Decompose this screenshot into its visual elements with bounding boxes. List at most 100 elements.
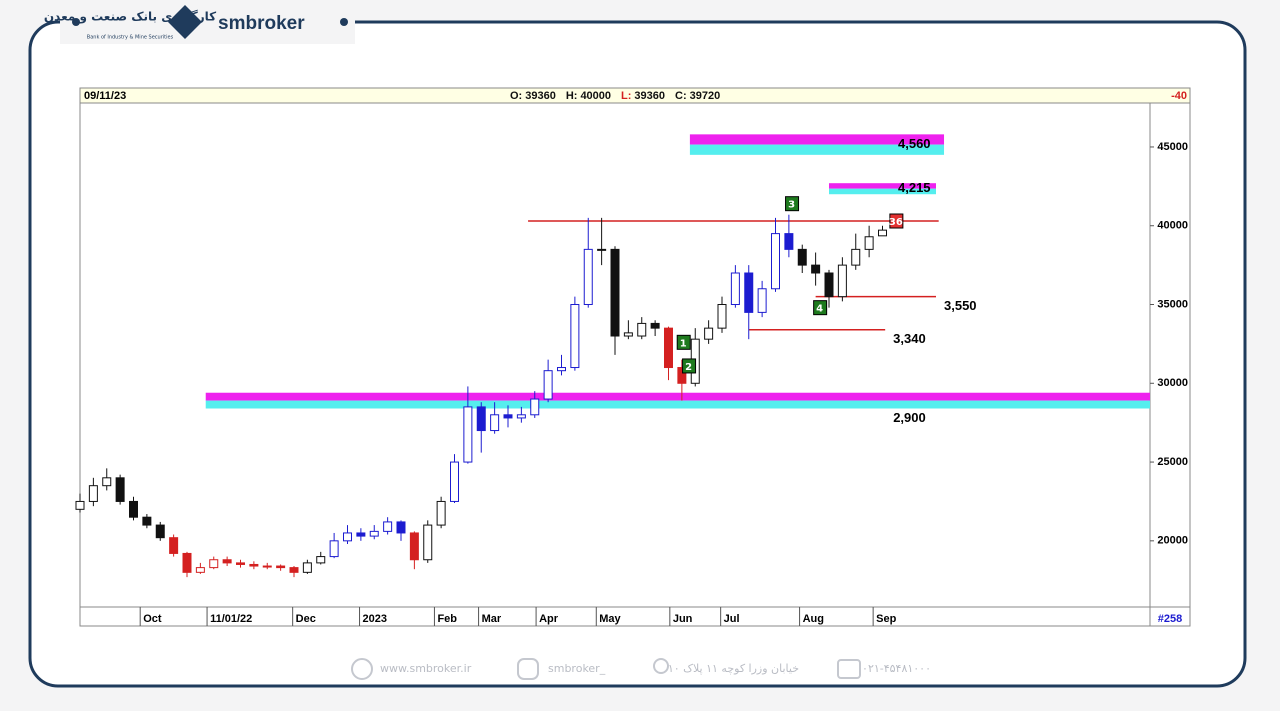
ohlc-value: 39720 — [690, 90, 721, 102]
candle-body — [864, 236, 874, 250]
y-tick-label: 35000 — [1157, 298, 1188, 310]
candle-body — [129, 500, 138, 518]
level-label: 3,550 — [944, 298, 977, 313]
candle-body — [436, 500, 446, 526]
candle-body — [744, 272, 754, 313]
candle-body — [543, 370, 553, 400]
candle-body — [824, 272, 834, 298]
marker-box — [676, 334, 691, 350]
candle-body — [369, 530, 379, 537]
candle-body — [236, 562, 245, 565]
candle-body — [102, 477, 112, 487]
marker-label: 4 — [816, 304, 823, 315]
candle-body — [302, 562, 312, 573]
level-label: 3,340 — [893, 331, 926, 346]
candle-body — [262, 565, 272, 568]
zone-lower — [829, 188, 936, 195]
logo-icon — [168, 5, 202, 39]
candle-body — [182, 552, 192, 573]
zone-upper — [829, 183, 936, 189]
candle-body — [343, 532, 352, 542]
candle-body — [396, 521, 406, 534]
candle-body — [383, 521, 393, 532]
marker-box — [785, 196, 800, 212]
candle-body — [771, 233, 780, 290]
marker-box — [682, 358, 697, 374]
bar-count: #258 — [1158, 613, 1182, 625]
x-tick-label: 11/01/22 — [210, 613, 252, 625]
candle-body — [583, 248, 593, 306]
candle-body — [115, 477, 125, 502]
candle-body — [316, 556, 326, 564]
candle-body — [557, 367, 566, 372]
candle-body — [463, 406, 473, 463]
x-tick-label: Dec — [296, 613, 316, 625]
candle-body — [757, 288, 767, 313]
zone-upper — [205, 392, 1151, 401]
x-tick-label: Jun — [673, 613, 693, 625]
candle-body — [610, 248, 620, 337]
candle-body — [797, 248, 807, 266]
dot — [340, 18, 348, 26]
candle-body — [169, 537, 179, 554]
zone-label: 4,560 — [898, 136, 931, 151]
candle-body — [195, 567, 205, 573]
candle-body — [209, 559, 219, 569]
y-tick-label: 40000 — [1157, 220, 1188, 232]
marker-label: 2 — [685, 362, 692, 373]
candle-body — [249, 563, 259, 567]
ohlc-label: C: — [675, 90, 687, 102]
candle-body — [851, 248, 861, 266]
candle-body — [490, 414, 500, 432]
marker-label: 3 — [788, 200, 795, 211]
candle-body — [811, 264, 821, 274]
zone-lower — [689, 144, 945, 155]
footer-website: www.smbroker.ir — [380, 662, 472, 675]
candle-body — [650, 322, 660, 329]
x-tick-label: Apr — [539, 613, 559, 625]
footer-address: خیابان وزرا کوچه ۱۱ پلاک ۱۰ — [668, 662, 799, 675]
candle-body — [222, 559, 232, 564]
x-tick-label: Feb — [437, 613, 457, 625]
location-icon — [653, 658, 669, 674]
x-tick-label: Mar — [482, 613, 502, 625]
ohlc-label: L: — [621, 90, 631, 102]
ohlc-label: O: — [510, 90, 522, 102]
ohlc-label: H: — [566, 90, 578, 102]
candle-body — [597, 248, 607, 251]
candle-body — [516, 414, 526, 419]
candle-body — [88, 485, 98, 502]
zone-label: 2,900 — [893, 410, 926, 425]
candle-body — [329, 540, 339, 558]
candle-body — [155, 524, 165, 539]
web-icon — [351, 658, 373, 680]
y-tick-label: 20000 — [1157, 535, 1188, 547]
candle-body — [704, 327, 714, 340]
y-tick-label: 30000 — [1157, 377, 1188, 389]
candle-body — [837, 264, 847, 298]
candle-body — [142, 516, 152, 526]
zone-label: 4,215 — [898, 180, 931, 195]
chart-header — [79, 87, 1191, 104]
candle-body — [730, 272, 740, 306]
x-tick-label: Sep — [876, 613, 896, 625]
candle-body — [276, 565, 286, 569]
x-tick-label: Aug — [803, 613, 824, 625]
phone-icon — [837, 659, 861, 679]
header-change: -40 — [1171, 90, 1187, 102]
candle-body — [677, 367, 687, 384]
candle-body — [570, 304, 580, 369]
ohlc-value: 39360 — [525, 90, 556, 102]
y-tick-label: 25000 — [1157, 456, 1188, 468]
marker-box — [813, 300, 828, 316]
zone-upper — [689, 134, 945, 145]
marker-label: 1 — [680, 338, 687, 349]
candle-body — [717, 304, 727, 329]
y-tick-label: 45000 — [1157, 141, 1188, 153]
zone-lower — [205, 400, 1151, 409]
instagram-icon — [517, 658, 539, 680]
candle-body — [450, 461, 459, 502]
candle-body — [637, 322, 647, 337]
ohlc-value: 39360 — [634, 90, 665, 102]
